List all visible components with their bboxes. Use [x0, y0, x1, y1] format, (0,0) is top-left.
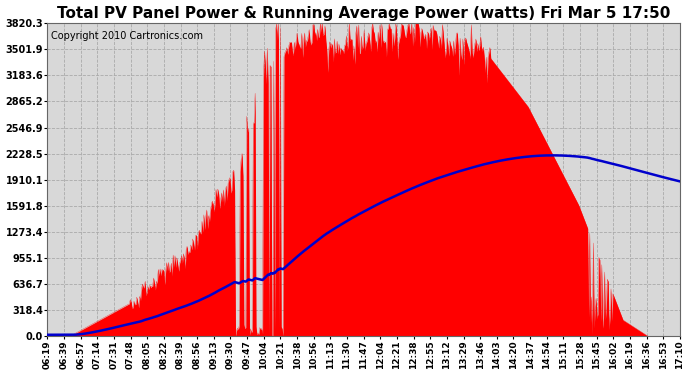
Text: Copyright 2010 Cartronics.com: Copyright 2010 Cartronics.com — [50, 31, 202, 41]
Title: Total PV Panel Power & Running Average Power (watts) Fri Mar 5 17:50: Total PV Panel Power & Running Average P… — [57, 6, 670, 21]
